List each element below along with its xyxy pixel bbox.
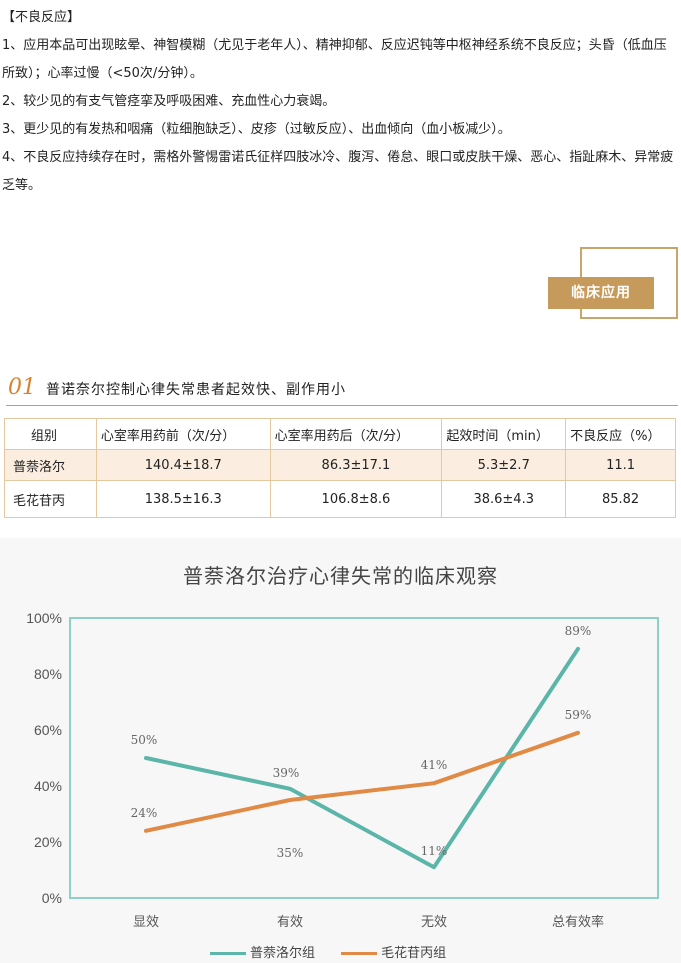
line-chart: 普萘洛尔治疗心律失常的临床观察 0% 20% 40% 60% 80% 100% 显效 有效 无效… xyxy=(0,538,681,963)
chart-plot: 0% 20% 40% 60% 80% 100% 显效 有效 无效 总有效率 50% 39% 11% 89%… xyxy=(26,610,659,930)
data-label: 39% xyxy=(273,766,300,780)
legend-label: 毛花苷丙组 xyxy=(381,946,447,961)
data-label: 24% xyxy=(131,806,158,820)
table-cell: 11.1 xyxy=(565,449,676,481)
x-tick-label: 有效 xyxy=(277,915,303,930)
adverse-item-4: 4、不良反应持续存在时，需格外警惕雷诺氏征样四肢冰冷、腹泻、倦怠、眼口或皮肤干燥… xyxy=(2,150,674,193)
section-header: 01 普诺奈尔控制心律失常患者起效快、副作用小 xyxy=(6,375,678,406)
series-line xyxy=(144,646,580,870)
legend-swatch xyxy=(341,952,378,955)
y-tick-label: 0% xyxy=(42,890,62,906)
table-cell: 138.5±16.3 xyxy=(95,480,271,518)
table-row: 毛花苷丙 138.5±16.3 106.8±8.6 38.6±4.3 85.82 xyxy=(4,480,676,518)
data-label: 89% xyxy=(565,624,592,638)
table-cell: 85.82 xyxy=(565,480,676,518)
adverse-item-3: 3、更少见的有发热和咽痛（粒细胞缺乏）、皮疹（过敏反应）、出血倾向（血小板减少）… xyxy=(2,122,511,137)
data-label: 50% xyxy=(131,733,158,747)
legend-swatch xyxy=(210,952,246,955)
table-header-cell: 心室率用药后（次/分） xyxy=(269,418,443,450)
legend-label: 普萘洛尔组 xyxy=(250,946,316,961)
table-cell: 毛花苷丙 xyxy=(4,480,97,518)
comparison-table: 组别 心室率用药前（次/分） 心室率用药后（次/分） 起效时间（min） 不良反… xyxy=(4,418,676,518)
section-number: 01 xyxy=(8,375,36,400)
plot-frame xyxy=(69,617,659,899)
table-header-cell: 组别 xyxy=(4,418,97,450)
data-label: 11% xyxy=(421,844,448,858)
table-header-row: 组别 心室率用药前（次/分） 心室率用药后（次/分） 起效时间（min） 不良反… xyxy=(4,418,676,450)
series-line xyxy=(144,730,580,833)
x-tick-label: 总有效率 xyxy=(552,914,604,930)
data-label: 35% xyxy=(277,846,304,860)
table-cell: 38.6±4.3 xyxy=(441,480,567,518)
y-tick-label: 60% xyxy=(34,722,62,738)
data-label: 59% xyxy=(565,708,592,722)
adverse-reactions: 【不良反应】 1、应用本品可出现眩晕、神智模糊（尤见于老年人）、精神抑郁、反应迟… xyxy=(2,4,678,200)
table-cell: 140.4±18.7 xyxy=(95,449,271,481)
adverse-item-2: 2、较少见的有支气管痉挛及呼吸困难、充血性心力衰竭。 xyxy=(2,94,336,109)
table-cell: 106.8±8.6 xyxy=(269,480,443,518)
adverse-heading: 【不良反应】 xyxy=(2,10,81,25)
section-title: 普诺奈尔控制心律失常患者起效快、副作用小 xyxy=(46,382,346,398)
y-tick-label: 20% xyxy=(34,834,62,850)
table-header-cell: 心室率用药前（次/分） xyxy=(95,418,271,450)
legend-item: 毛花苷丙组 xyxy=(341,942,446,961)
y-tick-label: 40% xyxy=(34,778,62,794)
table-row: 普萘洛尔 140.4±18.7 86.3±17.1 5.3±2.7 11.1 xyxy=(4,449,676,481)
x-tick-label: 显效 xyxy=(133,915,159,930)
x-tick-label: 无效 xyxy=(421,915,447,930)
clinical-application-banner: 临床应用 xyxy=(548,247,678,319)
y-tick-label: 100% xyxy=(26,610,62,626)
legend-item: 普萘洛尔组 xyxy=(210,942,315,961)
chart-legend: 普萘洛尔组 毛花苷丙组 xyxy=(210,942,468,961)
table-cell: 86.3±17.1 xyxy=(269,449,443,481)
y-tick-label: 80% xyxy=(34,666,62,682)
data-label: 41% xyxy=(421,758,448,772)
chart-title: 普萘洛尔治疗心律失常的临床观察 xyxy=(183,564,498,588)
banner-label: 临床应用 xyxy=(548,277,654,309)
table-cell: 5.3±2.7 xyxy=(441,449,567,481)
adverse-item-1: 1、应用本品可出现眩晕、神智模糊（尤见于老年人）、精神抑郁、反应迟钝等中枢神经系… xyxy=(2,38,667,81)
table-header-cell: 起效时间（min） xyxy=(441,418,567,450)
table-cell: 普萘洛尔 xyxy=(4,449,97,481)
table-header-cell: 不良反应（%） xyxy=(565,418,676,450)
